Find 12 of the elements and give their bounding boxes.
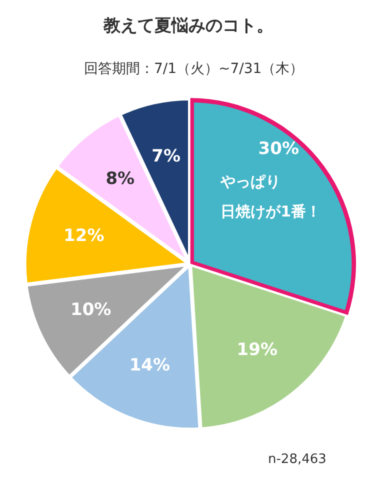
data-label: 14% (129, 355, 170, 376)
data-label: 30% (258, 139, 299, 160)
data-label: 19% (236, 340, 278, 360)
data-label: 7% (152, 146, 181, 166)
chart-title: 教えて夏悩みのコト。 (102, 15, 274, 37)
data-label: 8% (106, 169, 135, 190)
text: n-28,463 (268, 452, 326, 467)
text: 日焼けが1番！ (220, 202, 322, 220)
data-label: 10% (70, 300, 112, 320)
data-label: 12% (64, 226, 104, 246)
text: やっぱり (220, 172, 281, 190)
chart-subtitle: 回答期間：7/1（火）~7/31（木） (84, 60, 304, 78)
